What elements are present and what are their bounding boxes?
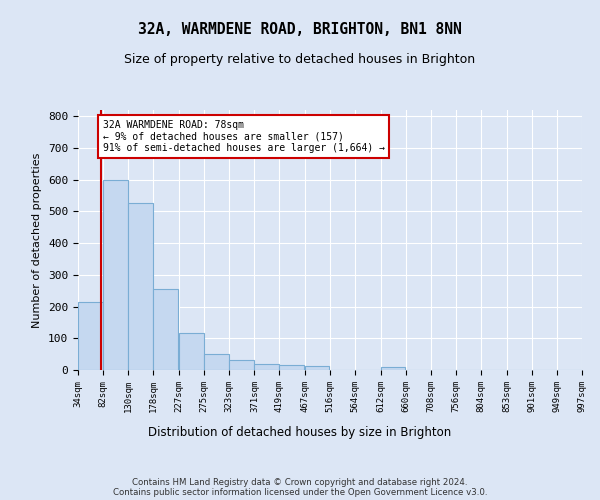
Y-axis label: Number of detached properties: Number of detached properties	[32, 152, 43, 328]
Bar	[128, 203, 153, 370]
Bar	[179, 332, 204, 370]
Bar	[280, 364, 304, 370]
Text: Size of property relative to detached houses in Brighton: Size of property relative to detached ho…	[124, 52, 476, 66]
Bar	[103, 180, 128, 370]
Bar	[78, 302, 103, 370]
Bar	[229, 360, 254, 370]
Bar	[204, 354, 229, 370]
Text: Distribution of detached houses by size in Brighton: Distribution of detached houses by size …	[148, 426, 452, 439]
Text: 32A WARMDENE ROAD: 78sqm
← 9% of detached houses are smaller (157)
91% of semi-d: 32A WARMDENE ROAD: 78sqm ← 9% of detache…	[103, 120, 385, 152]
Text: 32A, WARMDENE ROAD, BRIGHTON, BN1 8NN: 32A, WARMDENE ROAD, BRIGHTON, BN1 8NN	[138, 22, 462, 38]
Bar	[154, 289, 178, 370]
Bar	[254, 364, 279, 370]
Bar	[380, 367, 406, 370]
Text: Contains HM Land Registry data © Crown copyright and database right 2024.
Contai: Contains HM Land Registry data © Crown c…	[113, 478, 487, 497]
Bar	[305, 366, 329, 370]
